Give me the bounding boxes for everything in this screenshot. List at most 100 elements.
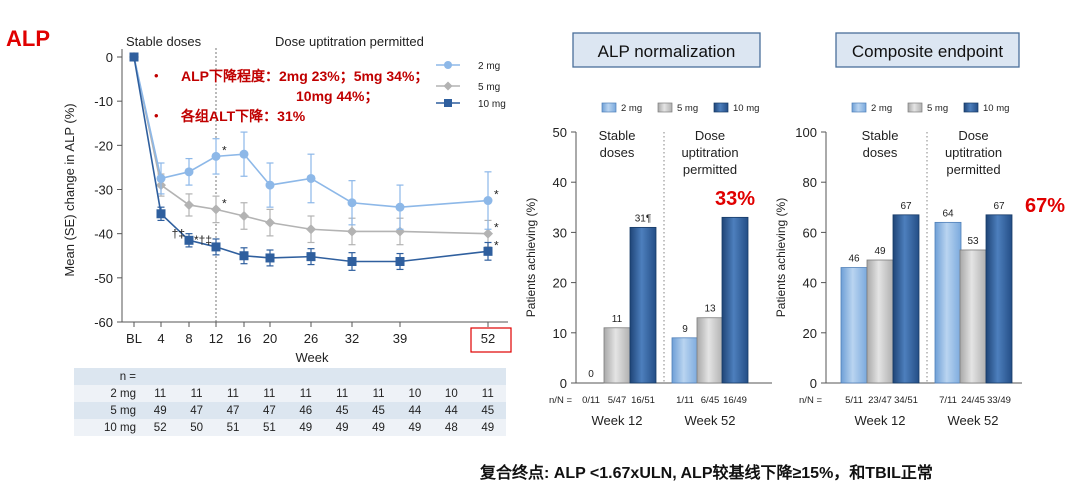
legend-label: 10 mg: [983, 103, 1009, 114]
nn-label: 16/51: [631, 395, 655, 406]
bar: [892, 214, 920, 384]
data-point: [347, 198, 357, 208]
n-table-row: 2 mg 11 11 11 11 11 11 11 10 10 11: [74, 385, 506, 402]
phase-label-stable: Stable doses: [126, 34, 202, 49]
n-table-cell: 49: [372, 421, 385, 434]
y-tick-label: 20: [553, 276, 567, 291]
y-axis-label: Mean (SE) change in ALP (%): [62, 103, 77, 276]
highlight-callout: 67%: [1025, 195, 1065, 217]
n-table-cell: 52: [153, 421, 167, 434]
group-header-text: permitted: [946, 162, 1000, 177]
legend-swatch: [601, 102, 617, 113]
legend-swatch: [907, 102, 923, 113]
bar-value-label: 9: [682, 324, 688, 335]
y-tick-label: 20: [803, 326, 817, 341]
significance-mark: †‡: [172, 226, 185, 240]
category-label: Week 12: [591, 413, 642, 428]
legend-label: 5 mg: [677, 103, 698, 114]
composite-endpoint-footnote: 复合终点: ALP <1.67xULN, ALP较基线下降≥15%，和TBIL正…: [480, 465, 933, 482]
n-table-cell: 45: [372, 404, 385, 417]
n-table-cell: 47: [190, 404, 203, 417]
data-point: [306, 173, 316, 183]
phase-label-uptitration: Dose uptitration permitted: [275, 34, 424, 49]
legend-label: 10 mg: [478, 99, 506, 110]
y-tick-label: 40: [553, 175, 567, 190]
legend-swatch: [713, 102, 729, 113]
bar: [721, 216, 749, 384]
group-header-text: permitted: [683, 162, 737, 177]
legend-swatch: [657, 102, 673, 113]
n-table-cell: 11: [263, 387, 276, 400]
data-point: [395, 256, 405, 266]
n-table-cell: 47: [262, 404, 276, 417]
n-table-cell: 11: [227, 387, 239, 400]
legend-marker: [444, 99, 452, 107]
n-table-row-label: 10 mg: [104, 421, 136, 434]
annotation-bullet: •: [154, 108, 159, 123]
nn-prefix: n/N =: [799, 395, 822, 406]
annotation-bullet: •: [154, 68, 159, 83]
n-table-cell: 49: [299, 421, 313, 434]
bar-value-label: 13: [704, 304, 716, 315]
n-table-cell: 49: [481, 421, 495, 434]
page-title: ALP: [6, 26, 50, 51]
x-tick-label: 16: [237, 331, 251, 346]
n-table-cell: 49: [408, 421, 422, 434]
series-line-5mg: [133, 56, 489, 235]
nn-label: 5/47: [608, 395, 627, 406]
chart-title: Composite endpoint: [852, 42, 1003, 61]
legend-label: 10 mg: [733, 103, 759, 114]
legend-label: 2 mg: [871, 103, 892, 114]
group-header-text: Stable: [862, 128, 899, 143]
data-point: [156, 209, 166, 219]
y-tick-label: 0: [106, 50, 113, 65]
n-table-row: 10 mg 52 50 51 51 49 49 49 49 48 49: [74, 419, 506, 436]
significance-mark: *: [494, 238, 499, 252]
n-table-cell: 49: [335, 421, 349, 434]
data-point: [184, 235, 194, 245]
data-point: [306, 252, 316, 262]
nn-label: 7/11: [939, 395, 957, 406]
legend-label: 2 mg: [621, 103, 642, 114]
bar-value-label: 46: [848, 254, 860, 265]
x-tick-label: 32: [345, 331, 359, 346]
annotation-alp-decline: ALP下降程度：2mg 23%；5mg 34%；: [181, 68, 428, 85]
n-table-cell: 11: [481, 387, 494, 400]
group-header-text: doses: [600, 145, 635, 160]
y-tick-label: 10: [553, 326, 567, 341]
data-point: [483, 228, 493, 239]
y-tick-label: 50: [553, 125, 567, 140]
n-table-cell: 10: [444, 387, 458, 400]
x-axis-label: Week: [296, 350, 329, 365]
bar-value-label: 0: [588, 369, 594, 380]
x-tick-label: 4: [157, 331, 164, 346]
bar: [696, 317, 724, 384]
data-point: [265, 217, 275, 228]
legend-marker: [443, 81, 453, 91]
data-point: [483, 196, 493, 206]
group-header-text: Dose: [958, 128, 988, 143]
data-point: [239, 251, 249, 261]
y-tick-label: 0: [810, 376, 817, 391]
y-tick-label: 0: [560, 376, 567, 391]
bar: [840, 267, 868, 384]
bar: [985, 214, 1013, 384]
annotation-alt-decline: 各组ALT下降：31%: [180, 108, 306, 124]
y-tick-label: -30: [94, 183, 113, 198]
n-table-cell: 11: [299, 387, 312, 400]
n-table-cell: 44: [408, 404, 422, 417]
bar: [866, 259, 894, 384]
data-point: [184, 167, 194, 177]
bar-value-label: 53: [967, 236, 979, 247]
significance-mark: *†‡: [194, 233, 212, 247]
bar-value-label: 64: [942, 208, 954, 219]
legend-label: 5 mg: [478, 82, 500, 93]
n-table-cell: 44: [444, 404, 458, 417]
bar-value-label: 11: [612, 314, 623, 325]
y-axis-label: Patients achieving (%): [774, 198, 788, 317]
y-tick-label: 40: [803, 276, 817, 291]
n-table-cell: 47: [226, 404, 240, 417]
nn-label: 33/49: [987, 395, 1011, 406]
data-point: [265, 180, 275, 190]
n-table-cell: 11: [372, 387, 385, 400]
